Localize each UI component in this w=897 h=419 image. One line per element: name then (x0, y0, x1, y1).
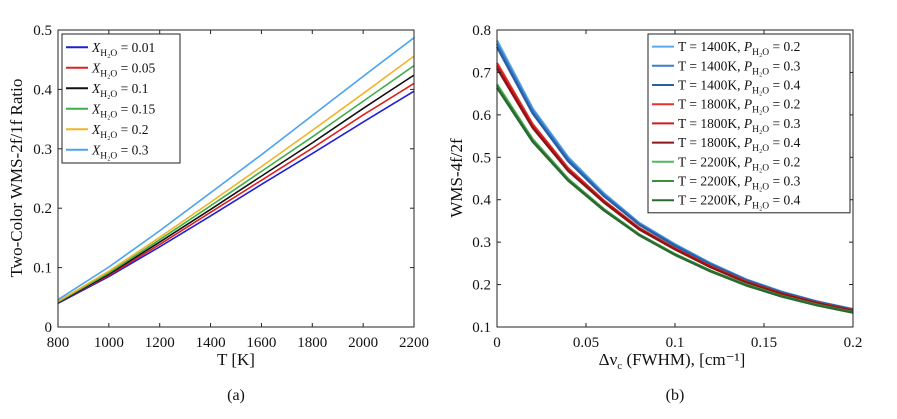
chart-b-legend-entry-7: T = 2200K, PH₂O = 0.2 (678, 154, 800, 173)
chart-b-legend-entry-5: T = 1800K, PH₂O = 0.3 (678, 116, 801, 135)
chart-b-ytick-label: 0.2 (472, 278, 491, 294)
chart-a-ytick-label: 0.4 (33, 82, 52, 98)
chart-b-xtick-label: 0.05 (573, 335, 599, 351)
chart-b-legend-entry-9: T = 2200K, PH₂O = 0.4 (678, 193, 801, 212)
chart-a-ytick-label: 0 (45, 320, 53, 336)
chart-b-ytick-label: 0.5 (472, 150, 491, 166)
chart-a-series-3-line (57, 74, 415, 304)
chart-a-xtick-label: 1800 (297, 335, 327, 351)
chart-b-legend-entry-3: T = 1400K, PH₂O = 0.4 (678, 78, 801, 97)
chart-b-legend-entry-8: T = 2200K, PH₂O = 0.3 (678, 174, 801, 193)
chart-b-xtick-label: 0.1 (666, 335, 685, 351)
chart-a-xlabel: T [K] (217, 350, 255, 369)
chart-b-ticks: 0 0.05 0.1 0.15 0.2 0.1 0.2 0.3 0.4 0.5 0.6 0.7 0.8 (472, 23, 862, 351)
chart-a-xtick-label: 2200 (399, 335, 429, 351)
chart-b-ytick-label: 0.4 (472, 193, 491, 209)
chart-a-series-6-line (57, 37, 415, 301)
chart-b-xlabel: Δνc (FWHM), [cm⁻¹] (599, 350, 746, 372)
chart-a-series-lines (57, 37, 415, 304)
chart-a-series-5-line (57, 55, 415, 303)
chart-a-ytick-label: 0.3 (33, 142, 52, 158)
chart-a-series-4-line (57, 64, 415, 303)
chart-b-ytick-label: 0.1 (472, 320, 491, 336)
chart-a-ytick-label: 0.5 (33, 23, 52, 39)
chart-a-legend-entry-3: XH₂O = 0.1 (91, 81, 149, 100)
chart-a-xtick-label: 1000 (94, 335, 124, 351)
chart-a-series-1-line (57, 90, 415, 304)
chart-a-legend-entry-1: XH₂O = 0.01 (91, 40, 155, 59)
chart-b-legend: T = 1400K, PH₂O = 0.2T = 1400K, PH₂O = 0… (647, 33, 851, 214)
chart-b-legend-box (647, 33, 851, 214)
chart-b-caption: (b) (666, 387, 685, 404)
chart-a-legend-entry-4: XH₂O = 0.15 (91, 101, 156, 120)
chart-a-ticks: 800 1000 1200 1400 1600 1800 2000 2200 0 0.1 0.2 0.… (33, 23, 429, 351)
chart-b: 0 0.05 0.1 0.15 0.20.10.20.30.40.50.60.70.8 … (447, 23, 862, 404)
chart-b-legend-entry-2: T = 1400K, PH₂O = 0.3 (678, 58, 801, 77)
chart-a-legend-box (61, 33, 181, 164)
chart-a-legend-entry-5: XH₂O = 0.2 (91, 122, 149, 141)
chart-b-ytick-label: 0.3 (472, 235, 491, 251)
chart-a-legend-entry-2: XH₂O = 0.05 (91, 60, 156, 79)
chart-b-ytick-label: 0.6 (472, 108, 491, 124)
chart-b-ylabel: WMS-4f/2f (447, 138, 466, 218)
chart-a-xtick-label: 1400 (196, 335, 226, 351)
chart-b-series-lines (495, 40, 854, 314)
chart-a-xtick-label: 2000 (348, 335, 378, 351)
chart-b-series-6-line (495, 67, 854, 313)
chart-b-legend-entry-6: T = 1800K, PH₂O = 0.4 (678, 135, 801, 154)
chart-a-xtick-label: 800 (47, 335, 70, 351)
chart-b-xtick-label: 0.15 (751, 335, 777, 351)
chart-b-ytick-label: 0.8 (472, 23, 491, 39)
chart-b-xtick-label: 0.2 (844, 335, 863, 351)
chart-a-axes-box (57, 29, 415, 328)
chart-b-ytick-label: 0.7 (472, 65, 491, 81)
chart-a-legend-entry-6: XH₂O = 0.3 (91, 142, 149, 161)
chart-b-legend-entry-1: T = 1400K, PH₂O = 0.2 (678, 39, 800, 58)
chart-a-ytick-label: 0.1 (33, 261, 52, 277)
chart-a: 800 1000 1200 1400 1600 1800 2000 2200 0 0.1 0.2 0.… (7, 23, 429, 404)
chart-a-series-2-line (57, 82, 415, 304)
chart-a-xtick-label: 1200 (145, 335, 175, 351)
chart-a-xtick-label: 1600 (246, 335, 276, 351)
chart-b-series-9-line (495, 87, 854, 314)
chart-b-xtick-label: 0 (493, 335, 501, 351)
chart-a-caption: (a) (227, 387, 245, 404)
chart-a-ylabel: Two-Color WMS-2f/1f Ratio (7, 79, 26, 278)
chart-a-ytick-label: 0.2 (33, 201, 52, 217)
chart-b-legend-entry-4: T = 1800K, PH₂O = 0.2 (678, 97, 800, 116)
